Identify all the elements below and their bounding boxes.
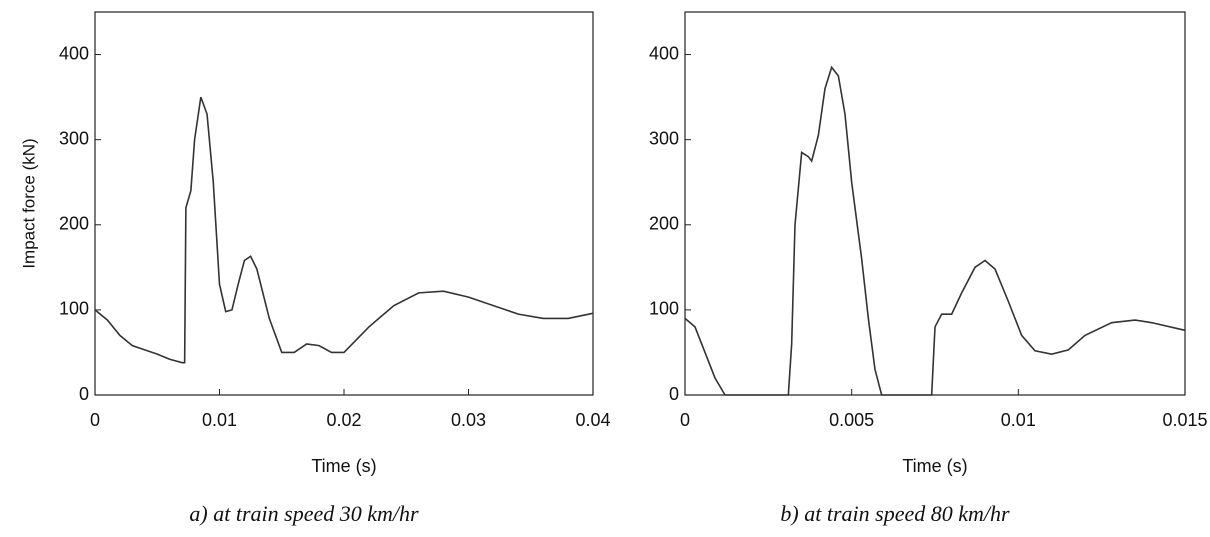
x-tick-label: 0.02 bbox=[326, 410, 361, 430]
y-tick-label: 300 bbox=[59, 128, 89, 148]
y-axis-label: Impact force (kN) bbox=[19, 138, 38, 268]
x-tick-label: 0 bbox=[680, 410, 690, 430]
data-line bbox=[684, 65, 1186, 396]
y-tick-label: 400 bbox=[59, 43, 89, 63]
x-axis-label: Time (s) bbox=[311, 456, 376, 476]
x-tick-label: 0.03 bbox=[451, 410, 486, 430]
y-tick-label: 100 bbox=[649, 299, 679, 319]
caption: b) at train speed 80 km/hr bbox=[780, 501, 1010, 526]
y-tick-label: 0 bbox=[79, 384, 89, 404]
data-line bbox=[94, 96, 594, 364]
x-axis-label: Time (s) bbox=[902, 456, 967, 476]
y-tick-label: 200 bbox=[649, 214, 679, 234]
y-tick-label: 200 bbox=[59, 214, 89, 234]
x-tick-label: 0.005 bbox=[829, 410, 874, 430]
y-tick-label: 100 bbox=[59, 299, 89, 319]
y-tick-label: 300 bbox=[649, 128, 679, 148]
x-tick-label: 0 bbox=[90, 410, 100, 430]
x-tick-label: 0.01 bbox=[202, 410, 237, 430]
x-tick-label: 0.015 bbox=[1162, 410, 1207, 430]
x-tick-label: 0.01 bbox=[1001, 410, 1036, 430]
x-tick-label: 0.04 bbox=[575, 410, 610, 430]
y-tick-label: 0 bbox=[669, 384, 679, 404]
y-tick-label: 400 bbox=[649, 43, 679, 63]
plot-frame bbox=[94, 11, 594, 396]
plot-frame bbox=[684, 11, 1186, 396]
caption: a) at train speed 30 km/hr bbox=[189, 501, 419, 526]
